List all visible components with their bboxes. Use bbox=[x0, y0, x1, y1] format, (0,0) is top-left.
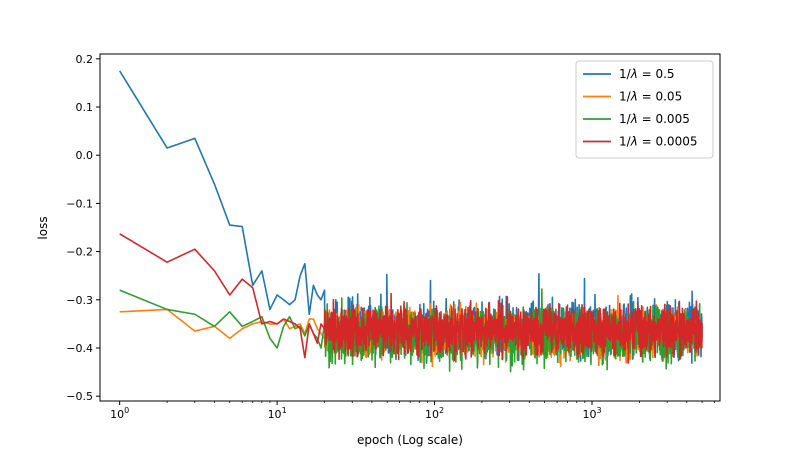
legend: 1/λ = 0.5 1/λ = 0.05 1/λ = 0.005 1/λ = 0.00… bbox=[575, 60, 714, 159]
y-tick-label-7: −0.5 bbox=[66, 390, 93, 403]
series-layer bbox=[118, 70, 703, 373]
series-line-3 bbox=[119, 233, 703, 364]
x-tick-label-3: 103 bbox=[582, 406, 601, 421]
legend-label-1: 1/λ = 0.05 bbox=[619, 90, 682, 104]
y-tick-label-6: −0.4 bbox=[66, 342, 93, 355]
y-tick-label-5: −0.3 bbox=[66, 294, 93, 307]
x-axis: 100 101 102 103 bbox=[110, 401, 715, 421]
legend-label-0: 1/λ = 0.5 bbox=[619, 67, 675, 81]
legend-box bbox=[575, 60, 714, 159]
x-tick-label-1: 101 bbox=[268, 406, 287, 421]
y-tick-label-0: 0.2 bbox=[76, 53, 94, 66]
x-axis-label: epoch (Log scale) bbox=[357, 433, 463, 447]
y-axis: 0.2 0.1 0.0 −0.1 −0.2 −0.3 −0.4 −0.5 bbox=[66, 53, 100, 403]
x-tick-label-0: 100 bbox=[110, 406, 129, 421]
legend-label-2: 1/λ = 0.005 bbox=[619, 112, 690, 126]
y-tick-label-1: 0.1 bbox=[76, 101, 94, 114]
y-axis-label: loss bbox=[36, 216, 50, 239]
legend-label-3: 1/λ = 0.0005 bbox=[619, 135, 697, 149]
y-tick-label-3: −0.1 bbox=[66, 197, 93, 210]
x-tick-label-2: 102 bbox=[425, 406, 444, 421]
y-tick-label-4: −0.2 bbox=[66, 246, 93, 259]
y-tick-label-2: 0.0 bbox=[76, 149, 94, 162]
